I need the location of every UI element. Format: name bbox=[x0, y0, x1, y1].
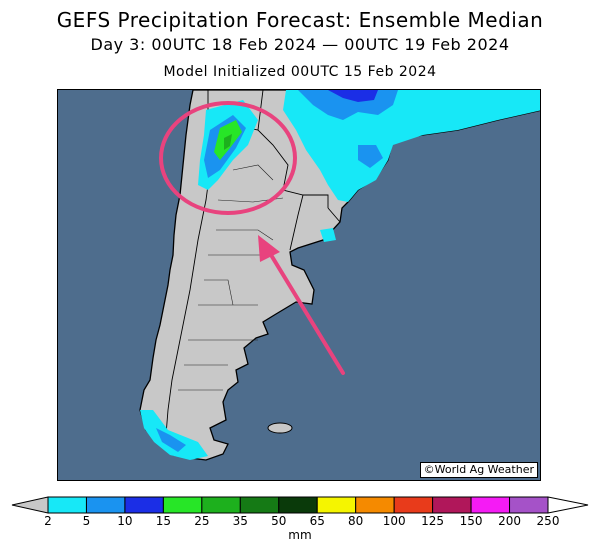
colorbar-tick-label: 10 bbox=[117, 514, 132, 526]
colorbar: 2 5 10 15 25 35 50 65 80 100 125 150 200 250 bbox=[11, 496, 589, 526]
colorbar-swatch bbox=[278, 496, 318, 514]
colorbar-swatch bbox=[124, 496, 164, 514]
precipitation-map: ©World Ag Weather bbox=[57, 89, 541, 481]
model-init-time: Model Initialized 00UTC 15 Feb 2024 bbox=[163, 64, 437, 80]
map-canvas bbox=[58, 90, 540, 480]
colorbar-labels: 2 5 10 15 25 35 50 65 80 100 125 150 200 250 bbox=[44, 514, 559, 526]
colorbar-swatch bbox=[509, 496, 549, 514]
precip-andes-35mm bbox=[224, 134, 232, 150]
border-lines bbox=[165, 90, 379, 450]
colorbar-swatch bbox=[432, 496, 472, 514]
precip-patagonia-10mm bbox=[156, 428, 186, 452]
highlight-arrow-head bbox=[258, 235, 280, 262]
colorbar-tick-label: 50 bbox=[271, 514, 286, 526]
land-south-america bbox=[139, 90, 540, 461]
colorbar-tick-label: 65 bbox=[310, 514, 325, 526]
precip-patagonia-5mm bbox=[140, 410, 208, 460]
colorbar-over-arrow bbox=[547, 496, 589, 514]
precip-brazil-5mm-c bbox=[320, 228, 336, 242]
valid-period: Day 3: 00UTC 18 Feb 2024 — 00UTC 19 Feb … bbox=[90, 35, 510, 54]
colorbar-swatch bbox=[470, 496, 511, 514]
precip-brazil-15mm bbox=[328, 90, 378, 102]
colorbar-tick-label: 150 bbox=[460, 514, 483, 526]
colorbar-swatch bbox=[201, 496, 241, 514]
colorbar-swatch bbox=[355, 496, 395, 514]
colorbar-swatch bbox=[239, 496, 280, 514]
precip-brazil-5mm bbox=[283, 90, 540, 202]
colorbar-tick-label: 250 bbox=[537, 514, 560, 526]
colorbar-under-arrow bbox=[11, 496, 49, 514]
falkland-islands bbox=[267, 422, 293, 434]
credit-label: ©World Ag Weather bbox=[419, 462, 538, 478]
colorbar-swatch bbox=[316, 496, 357, 514]
precip-brazil-10mm-b bbox=[358, 145, 383, 168]
colorbar-tick-label: 125 bbox=[421, 514, 444, 526]
colorbar-swatch bbox=[393, 496, 434, 514]
colorbar-tick-label: 200 bbox=[498, 514, 521, 526]
colorbar-tick-label: 5 bbox=[83, 514, 91, 526]
colorbar-swatch bbox=[162, 496, 203, 514]
colorbar-tick-label: 2 bbox=[44, 514, 52, 526]
colorbar-swatches bbox=[11, 496, 589, 514]
colorbar-tick-label: 80 bbox=[348, 514, 363, 526]
colorbar-tick-label: 25 bbox=[194, 514, 209, 526]
colorbar-swatch bbox=[47, 496, 87, 514]
highlight-arrow-shaft bbox=[266, 248, 345, 375]
colorbar-tick-label: 15 bbox=[156, 514, 171, 526]
colorbar-swatch bbox=[85, 496, 126, 514]
map-title: GEFS Precipitation Forecast: Ensemble Me… bbox=[56, 8, 544, 32]
units-label: mm bbox=[288, 528, 312, 542]
colorbar-tick-label: 35 bbox=[233, 514, 248, 526]
highlight-circle bbox=[159, 101, 297, 215]
colorbar-tick-label: 100 bbox=[383, 514, 406, 526]
